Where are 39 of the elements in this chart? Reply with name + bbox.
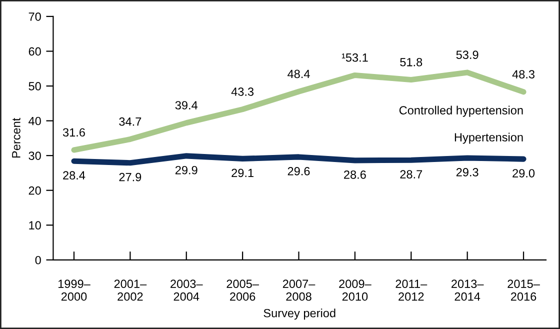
y-tick-label: 70 — [28, 12, 41, 21]
y-tick-label: 40 — [28, 116, 41, 126]
data-label: 29.1 — [232, 168, 254, 178]
data-label: 48.4 — [288, 70, 310, 78]
x-tick-label: 2013– 2014 — [452, 280, 484, 301]
series-label: Hypertension — [454, 132, 523, 144]
x-tick-label: 2005– 2006 — [226, 280, 259, 301]
data-label: 34.7 — [119, 117, 142, 126]
data-label: 51.8 — [400, 58, 422, 66]
data-label: 28.7 — [400, 170, 422, 178]
x-tick-label: 1999– 2000 — [58, 280, 90, 301]
data-label: 28.4 — [63, 171, 86, 180]
x-axis-title: Survey period — [264, 308, 336, 320]
x-tick-label: 2009– 2010 — [339, 280, 372, 301]
y-tick-label: 50 — [28, 82, 41, 90]
x-tick-label: 2015– 2016 — [508, 280, 540, 301]
x-tick-label: 2001– 2002 — [114, 280, 147, 301]
x-tick-label: 2011– 2012 — [396, 280, 428, 301]
data-label: 29.3 — [456, 168, 478, 176]
data-label: 29.9 — [175, 166, 198, 174]
y-tick-label: 0 — [35, 256, 41, 264]
y-tick-label: 20 — [28, 186, 41, 195]
y-tick-label: 30 — [28, 152, 41, 160]
x-tick-label: 2003– 2004 — [170, 280, 203, 301]
data-label: 27.9 — [119, 172, 142, 182]
data-label: 53.9 — [456, 50, 478, 59]
data-label: 39.4 — [175, 101, 198, 110]
x-tick-label: 2007– 2008 — [282, 280, 316, 301]
data-label: ¹53.1 — [342, 53, 368, 62]
y-tick-label: 10 — [29, 221, 41, 230]
y-axis-title: Percent — [12, 118, 20, 158]
data-label: 31.6 — [62, 128, 85, 137]
y-tick-label: 60 — [28, 47, 41, 56]
data-label: 29.6 — [288, 166, 310, 176]
data-label: 48.3 — [512, 70, 534, 78]
data-label: 28.6 — [344, 170, 366, 179]
data-label: 43.3 — [231, 88, 254, 96]
series-label: Controlled hypertension — [399, 106, 523, 117]
data-label: 29.0 — [512, 169, 535, 178]
